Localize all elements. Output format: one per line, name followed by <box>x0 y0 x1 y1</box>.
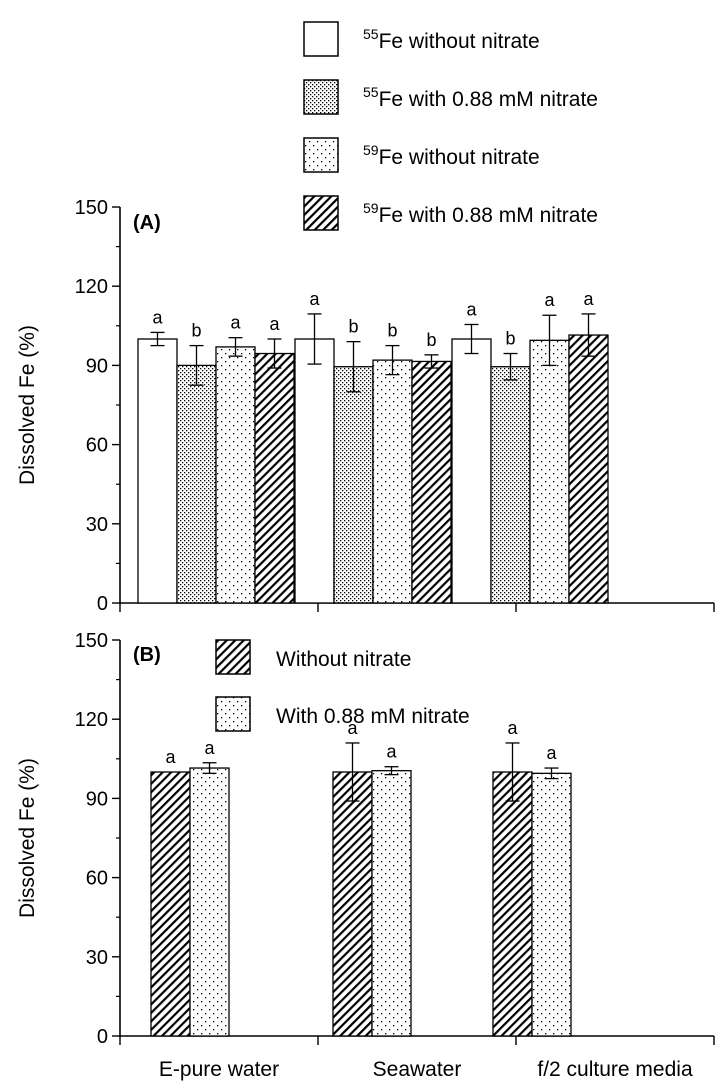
legend-label: Fe without nitrate <box>379 146 540 169</box>
bar-a-s1-c2 <box>490 366 531 604</box>
panel-a-chart: 0 30 60 90 120 150 Dissolved Fe (%) (A) a b a a a b b b… <box>16 21 715 615</box>
category-label: E-pure water <box>159 1058 279 1081</box>
category-label: Seawater <box>373 1058 462 1081</box>
legend-label: Fe without nitrate <box>379 30 540 53</box>
significance-letter: a <box>309 289 320 309</box>
legend-swatch <box>215 639 251 675</box>
legend-entry: 55Fe without nitrate <box>363 26 540 53</box>
legend-isotope-superscript: 55 <box>363 84 379 100</box>
legend-entry: 55Fe with 0.88 mM nitrate <box>363 84 598 111</box>
bar-b-s0-c0 <box>150 771 191 1037</box>
legend-entry: Without nitrate <box>276 648 411 671</box>
legend-entry: 59Fe with 0.88 mM nitrate <box>363 200 598 227</box>
bar-b-s0-c1 <box>332 771 373 1037</box>
y-tick-label: 60 <box>86 868 108 890</box>
significance-letter: a <box>386 742 397 762</box>
significance-letter: b <box>387 321 397 341</box>
bar-b-s1-c0 <box>189 767 230 1037</box>
bar-a-s0-c1 <box>294 338 335 604</box>
legend-swatch <box>303 21 339 57</box>
bar-a-s3-c0 <box>254 352 295 604</box>
y-axis-label: Dissolved Fe (%) <box>16 758 39 918</box>
y-tick-label: 90 <box>86 788 108 810</box>
significance-letter: b <box>505 329 515 349</box>
y-tick-label: 90 <box>86 355 108 377</box>
significance-letter: a <box>204 738 215 758</box>
legend-entry: With 0.88 mM nitrate <box>276 705 470 728</box>
significance-letter: b <box>348 317 358 337</box>
y-tick-label: 60 <box>86 435 108 457</box>
legend-label: Fe with 0.88 mM nitrate <box>379 88 598 111</box>
legend-label: Fe with 0.88 mM nitrate <box>379 204 598 227</box>
y-tick-label: 120 <box>75 709 108 731</box>
bar-a-s1-c1 <box>333 366 374 604</box>
legend-isotope-superscript: 59 <box>363 200 379 216</box>
y-tick-label: 30 <box>86 947 108 969</box>
y-tick-label: 120 <box>75 276 108 298</box>
legend-swatch <box>303 79 339 115</box>
bar-b-s1-c2 <box>531 772 572 1037</box>
legend-swatch <box>303 137 339 173</box>
significance-letter: a <box>347 718 358 738</box>
bar-b-s1-c1 <box>371 770 412 1037</box>
bar-a-s2-c0 <box>215 346 256 604</box>
bar-a-s0-c2 <box>451 338 492 604</box>
bar-a-s0-c0 <box>137 338 178 604</box>
y-axis-label: Dissolved Fe (%) <box>16 325 39 485</box>
significance-letter: a <box>269 314 280 334</box>
significance-letter: a <box>230 313 241 333</box>
y-tick-label: 0 <box>97 1026 108 1048</box>
legend-entry: 59Fe without nitrate <box>363 142 540 169</box>
bar-a-s1-c0 <box>176 364 217 604</box>
legend-isotope-superscript: 59 <box>363 142 379 158</box>
bar-a-s3-c1 <box>411 360 452 604</box>
bar-a-s2-c2 <box>529 339 570 604</box>
y-tick-label: 0 <box>97 593 108 615</box>
panel-b-chart: 0 30 60 90 120 150 Dissolved Fe (%) (B) a a E-pure… <box>16 630 715 1081</box>
significance-letter: a <box>544 290 555 310</box>
significance-letter: a <box>583 289 594 309</box>
significance-letter: a <box>466 299 477 319</box>
panel-label: (A) <box>133 212 161 234</box>
panel-label: (B) <box>133 644 161 666</box>
significance-letter: a <box>507 718 518 738</box>
legend-isotope-superscript: 55 <box>363 26 379 42</box>
y-tick-label: 150 <box>75 197 108 219</box>
legend-swatch <box>303 195 339 231</box>
significance-letter: b <box>426 330 436 350</box>
y-tick-label: 150 <box>75 630 108 652</box>
significance-letter: a <box>152 307 163 327</box>
significance-letter: a <box>546 743 557 763</box>
category-label: f/2 culture media <box>537 1058 693 1081</box>
bar-a-s2-c1 <box>372 359 413 604</box>
significance-letter: b <box>191 321 201 341</box>
y-tick-label: 30 <box>86 514 108 536</box>
significance-letter: a <box>165 747 176 767</box>
bar-b-s0-c2 <box>492 771 533 1037</box>
legend-swatch <box>215 696 251 732</box>
bar-a-s3-c2 <box>568 334 609 604</box>
